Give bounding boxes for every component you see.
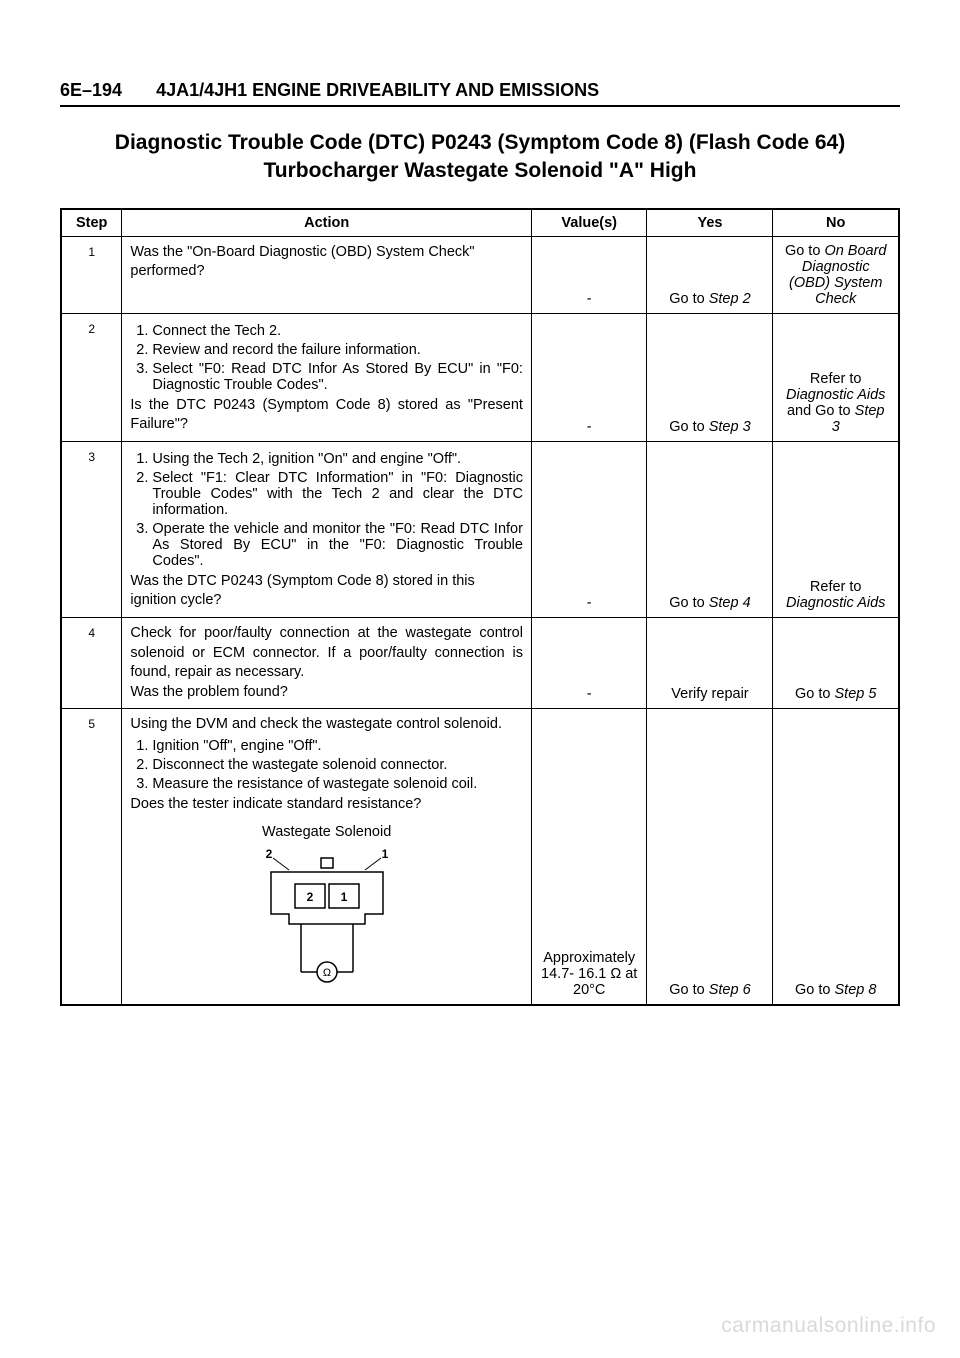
table-header-row: Step Action Value(s) Yes No — [61, 209, 899, 237]
col-no: No — [773, 209, 899, 237]
step-number: 1 — [61, 236, 122, 313]
yes-target: Step 3 — [709, 419, 751, 435]
no-prefix: Refer to — [810, 371, 862, 387]
inner-pin-1: 1 — [340, 890, 347, 904]
wastegate-solenoid-diagram: 2 1 2 1 — [237, 844, 417, 994]
step-number: 3 — [61, 441, 122, 617]
value-cell: - — [531, 617, 647, 708]
action-outro: Was the DTC P0243 (Symptom Code 8) store… — [130, 572, 523, 611]
action-cell: Was the "On-Board Diagnostic (OBD) Syste… — [122, 236, 532, 313]
no-cell: Refer to Diagnostic Aids and Go to Step … — [773, 313, 899, 441]
dtc-title: Diagnostic Trouble Code (DTC) P0243 (Sym… — [60, 129, 900, 186]
yes-prefix: Go to — [669, 595, 709, 611]
section-title: 4JA1/4JH1 ENGINE DRIVEABILITY AND EMISSI… — [156, 80, 599, 101]
action-cell: Using the DVM and check the wastegate co… — [122, 709, 532, 1006]
no-prefix: Go to — [785, 243, 825, 259]
list-item: Operate the vehicle and monitor the "F0:… — [152, 521, 523, 569]
action-text: Was the "On-Board Diagnostic (OBD) Syste… — [130, 243, 523, 282]
no-target: Diagnostic Aids — [786, 595, 885, 611]
yes-cell: Go to Step 3 — [647, 313, 773, 441]
yes-cell: Verify repair — [647, 617, 773, 708]
no-target: Step 8 — [835, 982, 877, 998]
table-row: 1 Was the "On-Board Diagnostic (OBD) Sys… — [61, 236, 899, 313]
col-step: Step — [61, 209, 122, 237]
no-cell: Go to On Board Diagnostic (OBD) System C… — [773, 236, 899, 313]
no-prefix: Go to — [795, 982, 835, 998]
dtc-title-line1: Diagnostic Trouble Code (DTC) P0243 (Sym… — [115, 131, 845, 154]
value-cell: - — [531, 236, 647, 313]
step-number: 5 — [61, 709, 122, 1006]
no-post: and Go to — [787, 403, 855, 419]
list-item: Select "F1: Clear DTC Information" in "F… — [152, 470, 523, 518]
action-list: Connect the Tech 2. Review and record th… — [130, 323, 523, 393]
table-row: 2 Connect the Tech 2. Review and record … — [61, 313, 899, 441]
yes-target: Step 6 — [709, 982, 751, 998]
yes-target: Step 2 — [709, 291, 751, 307]
action-intro: Check for poor/faulty connection at the … — [130, 624, 523, 683]
action-cell: Using the Tech 2, ignition "On" and engi… — [122, 441, 532, 617]
list-item: Select "F0: Read DTC Infor As Stored By … — [152, 361, 523, 393]
list-item: Review and record the failure informatio… — [152, 342, 523, 358]
pin-label-1: 1 — [381, 847, 388, 861]
pin-label-2: 2 — [265, 847, 272, 861]
no-cell: Go to Step 5 — [773, 617, 899, 708]
list-item: Ignition "Off", engine "Off". — [152, 738, 523, 754]
action-outro: Is the DTC P0243 (Symptom Code 8) stored… — [130, 396, 523, 435]
value-cell: - — [531, 441, 647, 617]
dtc-title-line2: Turbocharger Wastegate Solenoid "A" High — [264, 159, 697, 182]
inner-pin-2: 2 — [306, 890, 313, 904]
diagram-label: Wastegate Solenoid — [130, 824, 523, 840]
yes-prefix: Go to — [669, 982, 709, 998]
table-row: 3 Using the Tech 2, ignition "On" and en… — [61, 441, 899, 617]
yes-cell: Go to Step 2 — [647, 236, 773, 313]
diagnostic-table: Step Action Value(s) Yes No 1 Was the "O… — [60, 208, 900, 1007]
no-prefix: Go to — [795, 686, 835, 702]
no-cell: Refer to Diagnostic Aids — [773, 441, 899, 617]
col-values: Value(s) — [531, 209, 647, 237]
no-target: Step 5 — [835, 686, 877, 702]
yes-prefix: Go to — [669, 291, 709, 307]
step-number: 4 — [61, 617, 122, 708]
yes-cell: Go to Step 4 — [647, 441, 773, 617]
list-item: Using the Tech 2, ignition "On" and engi… — [152, 451, 523, 467]
ohm-symbol: Ω — [323, 967, 331, 979]
step-number: 2 — [61, 313, 122, 441]
watermark: carmanualsonline.info — [721, 1314, 936, 1338]
col-action: Action — [122, 209, 532, 237]
list-item: Connect the Tech 2. — [152, 323, 523, 339]
no-cell: Go to Step 8 — [773, 709, 899, 1006]
action-cell: Connect the Tech 2. Review and record th… — [122, 313, 532, 441]
table-row: 4 Check for poor/faulty connection at th… — [61, 617, 899, 708]
action-outro: Does the tester indicate standard resist… — [130, 795, 523, 815]
page-number: 6E–194 — [60, 80, 122, 101]
yes-target: Step 4 — [709, 595, 751, 611]
diagram-container: Wastegate Solenoid 2 1 — [130, 824, 523, 998]
no-target: Diagnostic Aids — [786, 387, 885, 403]
action-intro: Using the DVM and check the wastegate co… — [130, 715, 523, 735]
action-list: Using the Tech 2, ignition "On" and engi… — [130, 451, 523, 569]
action-outro: Was the problem found? — [130, 683, 523, 703]
list-item: Measure the resistance of wastegate sole… — [152, 776, 523, 792]
page-header: 6E–194 4JA1/4JH1 ENGINE DRIVEABILITY AND… — [60, 80, 900, 107]
action-cell: Check for poor/faulty connection at the … — [122, 617, 532, 708]
col-yes: Yes — [647, 209, 773, 237]
yes-cell: Go to Step 6 — [647, 709, 773, 1006]
list-item: Disconnect the wastegate solenoid connec… — [152, 757, 523, 773]
page-container: 6E–194 4JA1/4JH1 ENGINE DRIVEABILITY AND… — [0, 0, 960, 1046]
value-cell: - — [531, 313, 647, 441]
yes-prefix: Go to — [669, 419, 709, 435]
no-prefix: Refer to — [810, 579, 862, 595]
value-cell: Approximately 14.7- 16.1 Ω at 20°C — [531, 709, 647, 1006]
table-row: 5 Using the DVM and check the wastegate … — [61, 709, 899, 1006]
action-list: Ignition "Off", engine "Off". Disconnect… — [130, 738, 523, 792]
